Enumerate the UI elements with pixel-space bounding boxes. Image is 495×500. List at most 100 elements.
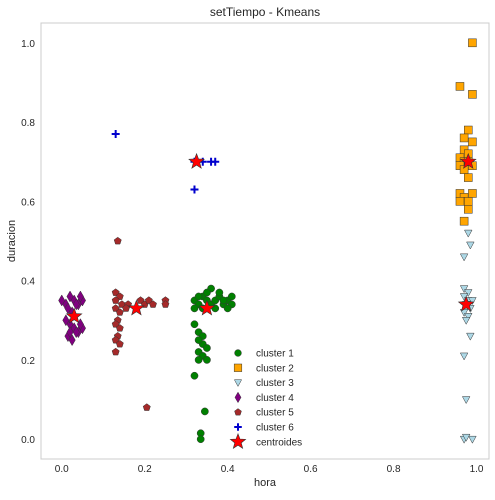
cluster-5-point bbox=[149, 300, 157, 308]
legend-marker-cluster-1 bbox=[234, 349, 242, 357]
x-tick-label: 0.6 bbox=[304, 464, 318, 475]
cluster-3-point bbox=[464, 229, 473, 238]
y-tick-label: 1.0 bbox=[21, 39, 35, 50]
cluster-4-point bbox=[66, 290, 74, 303]
cluster-2-point bbox=[464, 173, 473, 182]
cluster-5-point bbox=[115, 339, 124, 348]
legend-label-cluster-3: cluster 3 bbox=[256, 378, 294, 389]
cluster-5-point bbox=[111, 288, 120, 296]
cluster-5-point bbox=[142, 403, 151, 411]
cluster-5-point bbox=[136, 296, 145, 304]
y-tick-label: 0.6 bbox=[21, 197, 35, 208]
cluster-4-point bbox=[72, 298, 80, 311]
legend-marker-cluster-3 bbox=[233, 379, 243, 387]
cluster-3-point bbox=[468, 435, 477, 444]
cluster-5-point bbox=[111, 304, 120, 312]
x-tick-label: 0.2 bbox=[138, 464, 152, 475]
cluster-1-point bbox=[196, 435, 205, 444]
chart-title: setTiempo - Kmeans bbox=[210, 5, 320, 19]
cluster-1-point bbox=[203, 356, 211, 364]
centroides-point bbox=[459, 152, 477, 169]
cluster-2-point bbox=[455, 82, 465, 91]
legend-marker-cluster-4 bbox=[234, 391, 242, 404]
cluster-1-point bbox=[190, 320, 199, 329]
cluster-4-point bbox=[62, 314, 70, 327]
x-tick-label: 0.4 bbox=[221, 464, 235, 475]
y-axis-label: duracion bbox=[6, 220, 18, 262]
cluster-1-point bbox=[203, 288, 211, 297]
legend-label-cluster-6: cluster 6 bbox=[256, 423, 294, 434]
cluster-1-point bbox=[219, 296, 228, 305]
legend-marker-cluster-2 bbox=[233, 363, 243, 372]
cluster-3-point bbox=[464, 289, 473, 298]
x-tick-label: 0.0 bbox=[55, 464, 69, 475]
cluster-1-point bbox=[190, 304, 199, 313]
cluster-1-point bbox=[194, 356, 203, 364]
legend-marker-cluster-6 bbox=[234, 423, 242, 431]
centroides-point bbox=[198, 299, 216, 316]
cluster-2-point bbox=[468, 38, 477, 48]
centroides-point bbox=[457, 295, 475, 312]
y-tick-label: 0.2 bbox=[21, 356, 35, 367]
cluster-5-point bbox=[122, 304, 130, 312]
cluster-4-point bbox=[72, 326, 80, 339]
x-axis-label: hora bbox=[254, 477, 277, 489]
legend-label-centroides: centroides bbox=[256, 437, 302, 448]
cluster-1-point bbox=[190, 371, 199, 380]
centroides-point bbox=[127, 299, 145, 316]
cluster-3-point bbox=[461, 396, 471, 405]
cluster-2-point bbox=[459, 133, 469, 143]
cluster-3-point bbox=[466, 332, 475, 341]
cluster-5-point bbox=[111, 296, 120, 304]
centroides-point bbox=[65, 307, 83, 324]
cluster-2-point bbox=[468, 90, 477, 99]
y-tick-label: 0.0 bbox=[21, 435, 35, 446]
cluster-6-point bbox=[190, 185, 199, 194]
legend-label-cluster-5: cluster 5 bbox=[256, 408, 294, 419]
legend-marker-centroides bbox=[229, 432, 247, 449]
cluster-5-point bbox=[113, 236, 122, 245]
cluster-3-point bbox=[466, 241, 475, 250]
cluster-4-point bbox=[58, 294, 66, 307]
x-axis-ticks: 0.0 0.2 0.4 0.6 0.8 1.0 bbox=[55, 464, 484, 475]
x-tick-label: 1.0 bbox=[470, 464, 484, 475]
cluster-5-point bbox=[144, 296, 153, 304]
cluster-6-point bbox=[111, 129, 120, 138]
cluster-2-point bbox=[464, 125, 473, 135]
cluster-3-point bbox=[461, 317, 471, 325]
cluster-3-point bbox=[461, 433, 471, 442]
cluster-5-point bbox=[115, 324, 124, 332]
cluster-1-point bbox=[223, 304, 232, 313]
legend-marker-cluster-5 bbox=[234, 408, 242, 416]
y-tick-label: 0.8 bbox=[21, 118, 35, 129]
cluster-5-point bbox=[111, 347, 120, 356]
cluster-2-point bbox=[468, 189, 477, 198]
cluster-5-point bbox=[111, 335, 120, 344]
data-points bbox=[58, 38, 477, 444]
cluster-4-point bbox=[76, 290, 84, 303]
y-axis-ticks: 0.0 0.2 0.4 0.6 0.8 1.0 bbox=[21, 39, 35, 446]
chart-legend: cluster 1 cluster 2 cluster 3 cluster 4 clus… bbox=[229, 349, 302, 449]
cluster-3-point bbox=[459, 253, 469, 262]
y-tick-label: 0.4 bbox=[21, 277, 35, 288]
legend-label-cluster-4: cluster 4 bbox=[256, 393, 294, 404]
cluster-3-point bbox=[464, 313, 473, 321]
cluster-5-point bbox=[161, 300, 170, 308]
legend-label-cluster-1: cluster 1 bbox=[256, 349, 294, 360]
cluster-3-point bbox=[468, 297, 477, 305]
cluster-5-point bbox=[115, 292, 124, 300]
cluster-2-point bbox=[459, 216, 469, 226]
cluster-1-point bbox=[194, 292, 203, 301]
cluster-2-point bbox=[464, 205, 473, 214]
cluster-3-point bbox=[459, 285, 469, 294]
cluster-5-point bbox=[111, 320, 120, 328]
cluster-1-point bbox=[215, 288, 224, 297]
cluster-1-point bbox=[203, 344, 211, 352]
cluster-3-point bbox=[459, 352, 469, 361]
cluster-2-point bbox=[468, 137, 477, 147]
cluster-1-point bbox=[194, 336, 203, 344]
centroides-point bbox=[188, 152, 205, 169]
cluster-5-point bbox=[115, 308, 124, 316]
